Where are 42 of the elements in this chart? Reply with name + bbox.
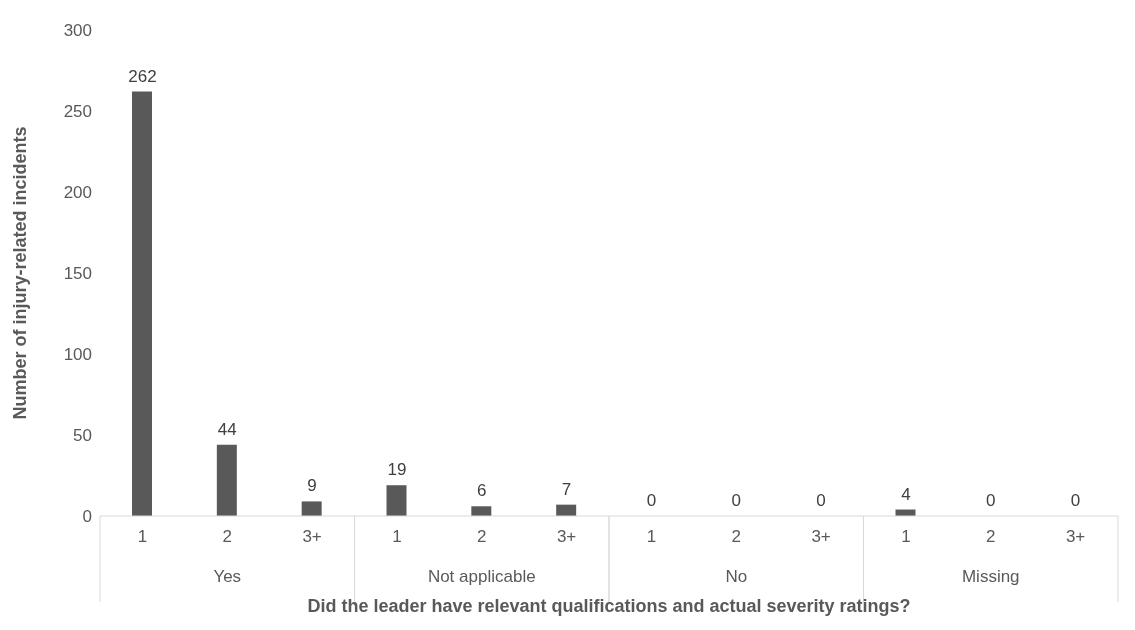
x-tick-label: 1 <box>901 527 911 546</box>
y-tick-label: 300 <box>63 21 92 41</box>
x-tick-label: 2 <box>731 527 741 546</box>
data-label: 0 <box>1070 491 1081 510</box>
text: No <box>725 567 748 586</box>
text: Yes <box>213 567 242 586</box>
y-tick-label: 50 <box>73 426 92 446</box>
data-label: 0 <box>816 491 826 510</box>
y-tick-label: 150 <box>63 264 92 284</box>
x-tick-label: 2 <box>986 527 996 546</box>
bar <box>132 91 152 516</box>
x-tick-label: 3+ <box>556 527 577 546</box>
text: Not applicable <box>427 567 536 586</box>
data-label: 0 <box>731 491 741 510</box>
x-tick-label: 1 <box>392 527 402 546</box>
data-label: 0 <box>986 491 996 510</box>
x-tick-label: 3+ <box>811 527 831 546</box>
y-tick-label: 250 <box>63 102 92 122</box>
data-label: 9 <box>307 476 317 496</box>
bar <box>471 506 492 516</box>
data-label: 4 <box>901 484 911 504</box>
bar <box>301 501 322 516</box>
x-tick-label: 3+ <box>302 527 322 546</box>
y-axis-title: Number of injury-related incidents <box>10 126 31 420</box>
data-label: 6 <box>477 481 487 501</box>
bar <box>386 485 407 516</box>
y-tick-label: 100 <box>63 345 92 365</box>
data-label: 262 <box>128 66 157 86</box>
y-tick-label: 0 <box>82 507 92 527</box>
x-axis-title: Did the leader have relevant qualifications and actual severity ratings? <box>307 596 911 616</box>
x-tick-label: 2 <box>477 527 487 546</box>
text: Missing <box>961 567 1020 586</box>
x-tick-label: 1 <box>137 527 148 546</box>
data-label: 0 <box>646 491 657 510</box>
x-tick-label: 2 <box>222 527 232 546</box>
y-tick-label: 200 <box>63 183 92 203</box>
x-tick-label: 1 <box>646 527 657 546</box>
x-tick-label: 3+ <box>1065 527 1086 546</box>
data-label: 7 <box>561 479 572 499</box>
data-label: 44 <box>217 419 237 439</box>
bar <box>216 444 237 516</box>
data-label: 19 <box>387 460 407 480</box>
